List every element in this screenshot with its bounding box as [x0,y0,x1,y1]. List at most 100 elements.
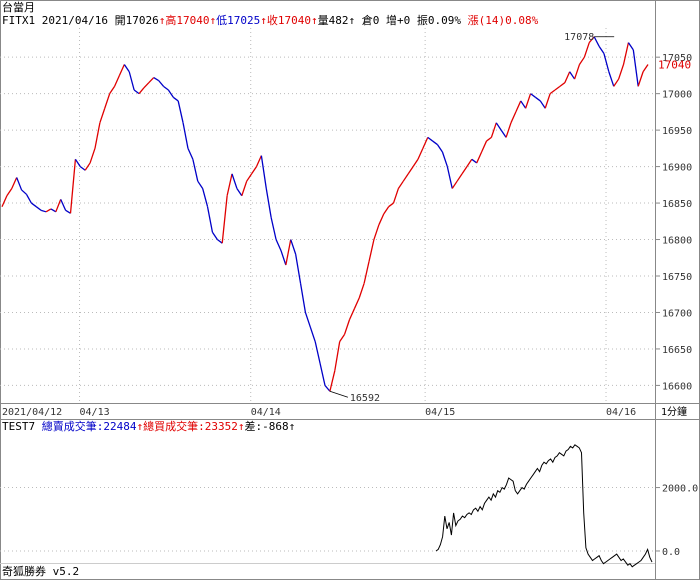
price-segment [172,96,179,102]
price-segment [123,64,130,73]
oi-change: 增+0 [385,14,411,27]
price-segment [299,283,307,313]
price-segment [251,166,258,175]
price-segment [99,108,106,124]
rise-percent: 漲(14)0.08% [467,14,539,27]
volume-value: 量482 [317,14,349,27]
price-segment [407,166,414,175]
price-segment [373,224,380,240]
price-segment [446,166,453,189]
time-tick-label: 04/16 [606,407,636,418]
indicator-bar: TEST7 總賣成交筆:22484↑總買成交筆:23352↑差:-868↑ [2,420,295,433]
price-segment [456,173,463,182]
open-interest: 倉0 [361,14,380,27]
price-segment [84,162,91,171]
price-segment [642,64,649,73]
price-segment [163,85,169,91]
price-segment [138,87,145,95]
price-segment [388,202,394,208]
time-axis-ticks: 2021/04/12 04/13 04/14 04/15 04/16 [2,407,636,418]
price-segment [486,136,492,142]
price-segment [490,122,497,138]
price-segment [1,195,8,207]
price-segment [6,188,13,197]
price-segment [593,36,600,47]
price-segment [535,96,541,102]
indicator-line [435,444,653,568]
time-tick-label: 04/14 [251,407,281,418]
price-segment [221,195,228,244]
price-segment [466,158,473,167]
price-segment [437,144,443,153]
price-segment [143,82,150,89]
indicator-grid [0,487,654,552]
price-segment [530,93,536,98]
low-arrow: ↑ [260,14,267,27]
price-segment [304,312,311,328]
price-tick-label: 16850 [662,199,692,210]
price-tick-label: 16950 [662,126,692,137]
price-segment [353,297,360,310]
indicator-axis-ticks: 0.0 2000.0 [655,484,698,558]
price-segment [588,36,595,44]
price-annotations: 17040 17078 16592 [329,32,691,404]
price-segment [60,199,67,211]
price-segment [520,100,527,109]
price-segment [417,148,424,160]
price-segment [608,71,615,87]
price-segment [632,49,639,87]
price-segment [177,100,184,123]
indicator-series [435,444,653,568]
time-tick-label: 04/15 [425,407,455,418]
time-tick-label: 2021/04/12 [2,407,62,418]
price-segment [294,254,302,284]
symbol: FITX1 [2,14,36,27]
price-segment [348,308,355,321]
price-segment [290,239,297,255]
low-value: 低17025 [216,14,261,27]
price-segment [368,239,375,262]
price-segment [378,213,385,226]
price-segment [74,158,81,167]
price-segment [622,42,630,65]
interval-label[interactable]: 1分鐘 [661,407,688,418]
close-value: 收17040 [266,14,311,27]
price-tick-label: 16800 [662,236,692,247]
price-segment [476,151,483,164]
quote-date: 2021/04/16 [41,14,108,27]
price-segment [280,250,287,266]
price-segment [153,77,159,82]
price-segment [319,363,326,386]
close-arrow: ↑ [310,14,318,27]
price-segment [167,89,174,98]
price-segment [309,326,316,342]
buy-count: 總買成交筆:23352 [143,420,238,433]
price-segment [583,42,590,58]
price-segment [30,202,37,208]
price-segment [275,239,282,251]
price-segment [226,173,233,196]
price-segment [265,188,272,218]
price-segment [45,208,52,213]
price-segment [241,180,248,196]
open-value: 開17026 [114,14,159,27]
volume-arrow: ↑ [348,14,356,27]
price-segment [104,93,111,109]
price-segment [578,56,585,65]
price-segment [627,42,634,51]
price-segment [451,180,458,189]
price-segment [402,173,409,182]
diff-value: 差:-868 [244,420,289,433]
amplitude: 振0.09% [416,14,461,27]
price-segment [158,80,164,87]
price-segment [211,231,218,240]
price-segment [495,122,502,131]
price-segment [25,193,32,204]
price-tick-label: 16700 [662,308,692,319]
price-segment [427,136,434,142]
price-tick-label: 16600 [662,381,692,392]
price-segment [603,53,610,72]
buy-arrow: ↑ [237,420,245,433]
price-segment [21,189,27,195]
